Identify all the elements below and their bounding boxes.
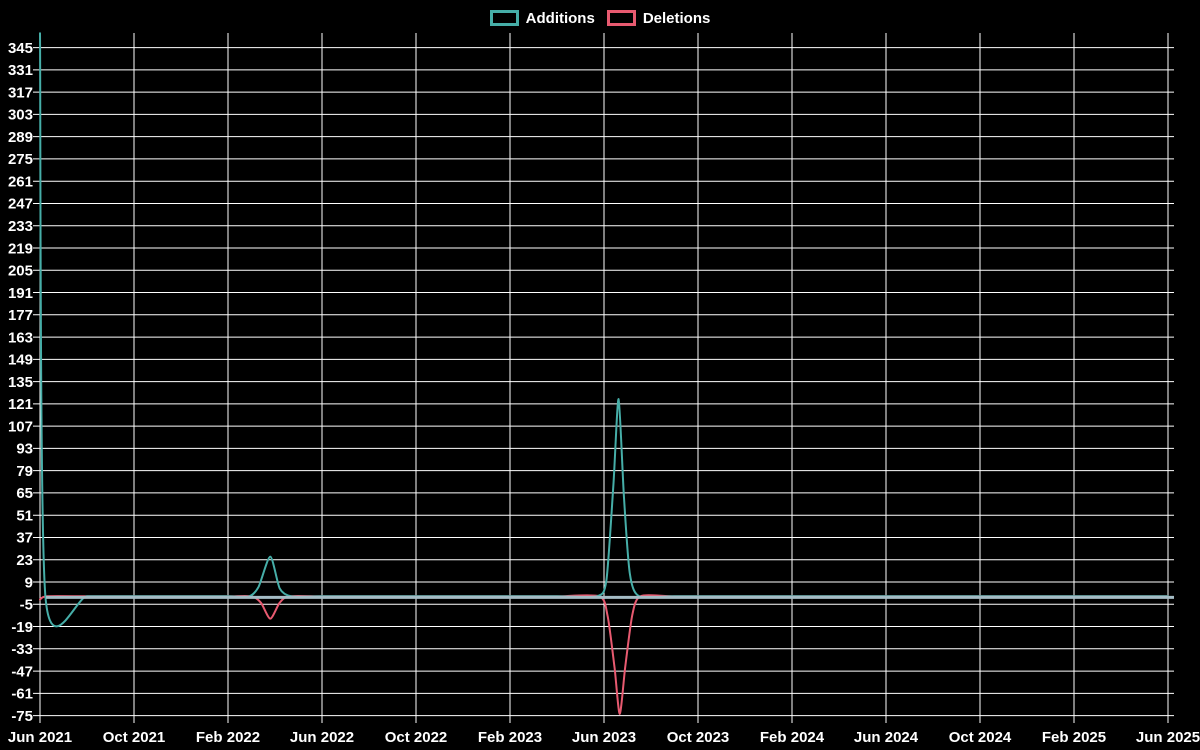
deletions-swatch-icon [606,10,636,26]
y-tick-label: 121 [8,396,33,413]
y-tick-label: -19 [11,619,33,636]
x-tick-label: Oct 2024 [949,729,1012,746]
y-tick-label: 191 [8,285,33,302]
y-tick-label: 303 [8,107,33,124]
y-tick-label: -75 [11,708,33,725]
y-tick-label: -61 [11,686,33,703]
y-tick-label: 79 [16,463,33,480]
y-tick-label: 107 [8,418,33,435]
y-tick-label: 177 [8,307,33,324]
y-tick-label: -33 [11,641,33,658]
legend-item-additions[interactable]: Additions [489,9,595,27]
legend-label-deletions: Deletions [642,9,711,27]
x-tick-label: Oct 2021 [103,729,166,746]
x-tick-label: Feb 2022 [196,729,260,746]
y-tick-label: 9 [25,574,33,591]
y-tick-label: 261 [8,173,33,190]
x-tick-label: Jun 2022 [290,729,354,746]
y-tick-label: 219 [8,240,33,257]
y-tick-label: 135 [8,374,33,391]
y-tick-label: 65 [16,485,33,502]
y-tick-label: 233 [8,218,33,235]
y-tick-label: 345 [8,40,33,57]
y-tick-label: 317 [8,84,33,101]
x-tick-label: Feb 2024 [760,729,825,746]
y-tick-label: 163 [8,329,33,346]
legend-item-deletions[interactable]: Deletions [606,9,711,27]
y-tick-label: -5 [20,597,33,614]
y-tick-label: 37 [16,530,33,547]
y-tick-label: 289 [8,129,33,146]
additions-swatch-icon [489,10,519,26]
y-tick-label: 23 [16,552,33,569]
x-tick-label: Feb 2025 [1042,729,1106,746]
y-tick-label: 93 [16,441,33,458]
y-tick-label: -47 [11,663,33,680]
x-tick-label: Oct 2023 [667,729,730,746]
y-tick-label: 149 [8,352,33,369]
x-tick-label: Jun 2021 [8,729,72,746]
x-tick-label: Oct 2022 [385,729,448,746]
y-tick-label: 247 [8,196,33,213]
y-tick-label: 51 [16,507,33,524]
x-tick-label: Jun 2024 [854,729,919,746]
y-tick-label: 275 [8,151,33,168]
chart-legend: Additions Deletions [0,8,1200,28]
x-tick-label: Feb 2023 [478,729,542,746]
x-tick-label: Jun 2025 [1136,729,1200,746]
y-tick-label: 331 [8,62,33,79]
x-tick-label: Jun 2023 [572,729,636,746]
y-tick-label: 205 [8,263,33,280]
legend-label-additions: Additions [525,9,595,27]
